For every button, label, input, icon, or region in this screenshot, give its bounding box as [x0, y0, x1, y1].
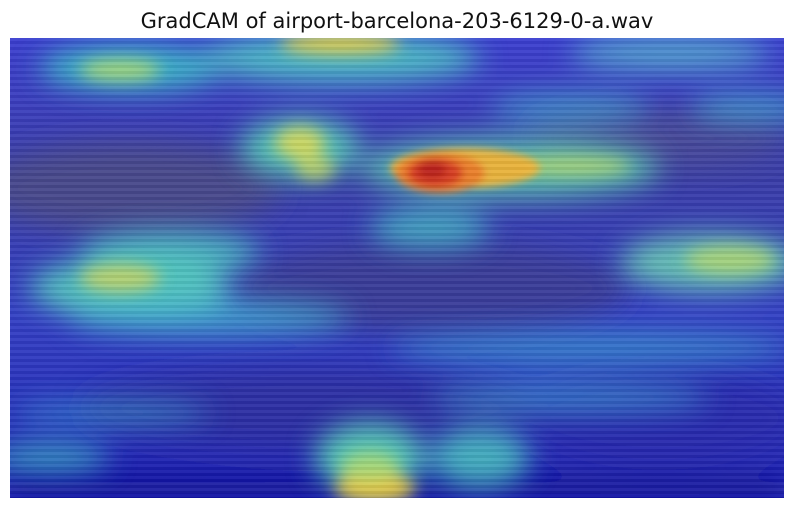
heatmap-streak-overlay — [10, 38, 784, 498]
gradcam-heatmap-svg — [10, 38, 784, 498]
gradcam-heatmap — [10, 38, 784, 498]
page-title: GradCAM of airport-barcelona-203-6129-0-… — [140, 9, 654, 33]
